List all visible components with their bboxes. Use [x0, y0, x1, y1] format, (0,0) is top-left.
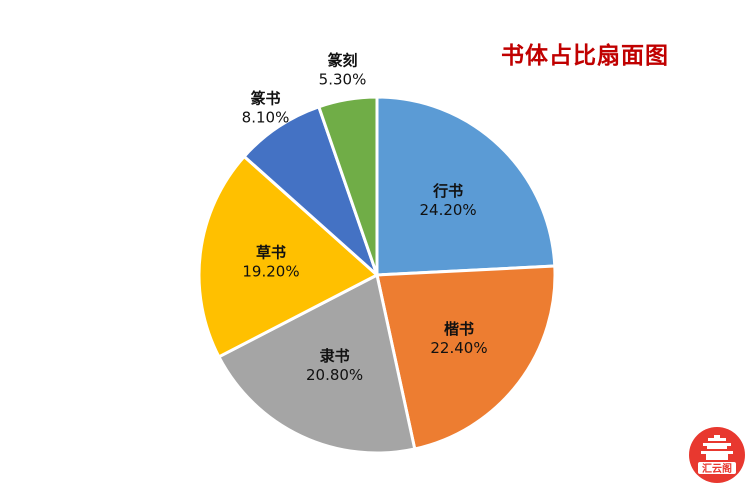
watermark-text: 汇云阁 — [702, 462, 732, 475]
chart-title: 书体占比扇面图 — [501, 43, 669, 69]
slice-label: 行书 — [432, 182, 463, 200]
slice-percent-label: 8.10% — [242, 109, 290, 127]
slice-label: 楷书 — [444, 320, 474, 338]
slice-percent-label: 5.30% — [319, 71, 367, 89]
slice-percent-label: 19.20% — [242, 263, 299, 281]
pie-slice-6 — [317, 95, 379, 277]
slice-label: 篆刻 — [327, 52, 357, 70]
slice-percent-label: 24.20% — [419, 201, 476, 219]
slice-label: 篆书 — [250, 90, 280, 108]
pie-slices — [197, 95, 557, 455]
slice-label: 隶书 — [320, 347, 350, 365]
slice-label: 草书 — [256, 244, 286, 262]
pie-slice-3 — [217, 273, 417, 455]
pie-slice-1 — [375, 95, 557, 277]
pie-slice-4 — [197, 154, 379, 359]
slice-percent-label: 20.80% — [306, 366, 363, 384]
pie-slice-5 — [242, 105, 379, 277]
slice-percent-label: 22.40% — [430, 339, 487, 357]
pie-slice-2 — [375, 264, 557, 451]
watermark-logo: 汇云阁 — [689, 427, 745, 483]
